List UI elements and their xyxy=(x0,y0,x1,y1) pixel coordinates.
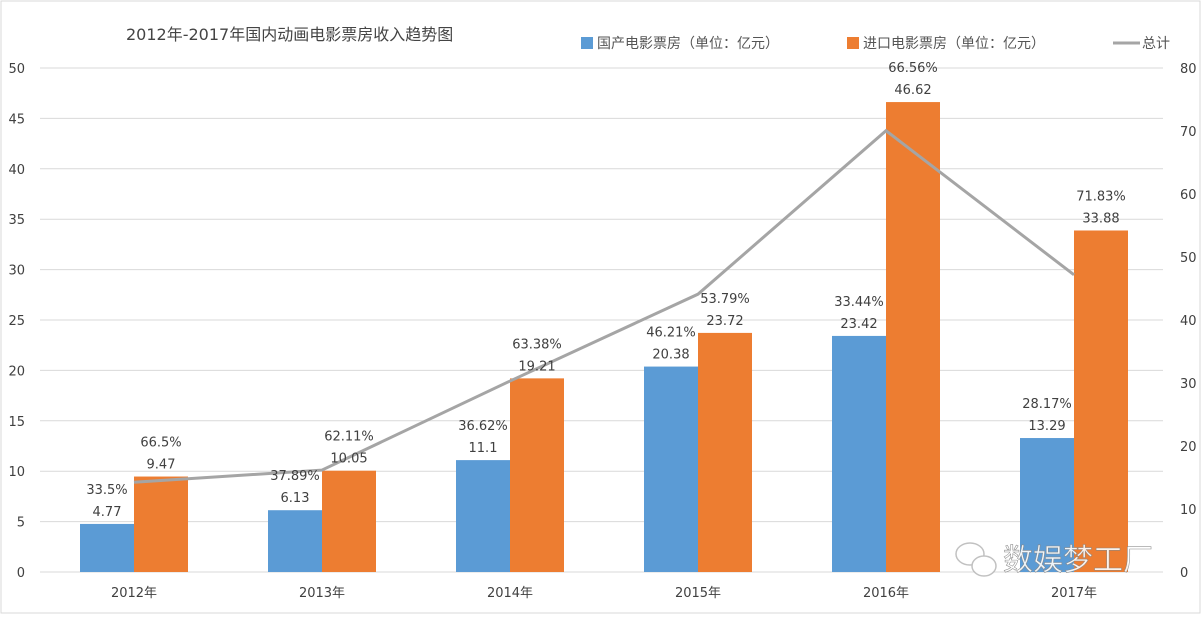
y-tick-label: 0 xyxy=(17,566,25,581)
x-tick-label: 2014年 xyxy=(487,586,533,601)
y2-tick-label: 10 xyxy=(1180,503,1197,518)
y-tick-label: 45 xyxy=(8,112,25,127)
bar-domestic-4 xyxy=(832,335,886,572)
y2-tick-label: 20 xyxy=(1180,440,1197,455)
data-label-value: 46.62 xyxy=(894,83,931,98)
bar-domestic-2 xyxy=(456,460,510,572)
bar-imported-0 xyxy=(134,476,188,572)
data-label-value: 11.1 xyxy=(469,441,498,456)
y2-tick-label: 30 xyxy=(1180,377,1197,392)
x-tick-label: 2016年 xyxy=(863,586,909,601)
y-tick-label: 50 xyxy=(8,62,25,77)
bar-domestic-3 xyxy=(644,366,698,572)
data-label-value: 9.47 xyxy=(147,458,176,473)
y2-tick-label: 60 xyxy=(1180,188,1197,203)
y-tick-label: 10 xyxy=(8,465,25,480)
data-label-value: 20.38 xyxy=(652,348,689,363)
bar-imported-3 xyxy=(698,332,752,572)
data-label-value: 23.42 xyxy=(840,317,877,332)
data-label-value: 23.72 xyxy=(706,314,743,329)
bar-imported-2 xyxy=(510,378,564,572)
data-label-value: 6.13 xyxy=(281,491,310,506)
data-label-percent: 66.56% xyxy=(888,61,938,76)
y-tick-label: 5 xyxy=(17,516,25,531)
bar-domestic-0 xyxy=(80,523,134,572)
data-label-percent: 36.62% xyxy=(458,419,508,434)
data-label-value: 33.88 xyxy=(1082,211,1119,226)
wechat-icon xyxy=(955,542,997,577)
y-tick-label: 35 xyxy=(8,213,25,228)
bar-domestic-5 xyxy=(1020,438,1074,572)
data-label-value: 19.21 xyxy=(518,359,555,374)
legend-label-domestic: 国产电影票房（单位：亿元） xyxy=(597,36,779,52)
data-label-percent: 33.5% xyxy=(86,483,127,498)
total-line xyxy=(133,128,1075,484)
watermark: 数娱梦工厂 xyxy=(955,542,1153,578)
x-tick-label: 2013年 xyxy=(299,586,345,601)
x-tick-label: 2015年 xyxy=(675,586,721,601)
x-tick-label: 2017年 xyxy=(1051,586,1097,601)
data-label-value: 13.29 xyxy=(1028,419,1065,434)
chart-title: 2012年-2017年国内动画电影票房收入趋势图 xyxy=(126,25,453,44)
y2-tick-label: 80 xyxy=(1180,62,1197,77)
bar-imported-4 xyxy=(886,102,940,572)
legend: 国产电影票房（单位：亿元） 进口电影票房（单位：亿元） 总计 xyxy=(581,36,1170,52)
watermark-text: 数娱梦工厂 xyxy=(1003,543,1153,578)
data-label-percent: 53.79% xyxy=(700,292,750,307)
data-label-percent: 28.17% xyxy=(1022,397,1072,412)
y-tick-label: 20 xyxy=(8,364,25,379)
y-tick-label: 15 xyxy=(8,415,25,430)
legend-swatch-imported xyxy=(847,37,859,49)
legend-swatch-domestic xyxy=(581,37,593,49)
data-label-percent: 33.44% xyxy=(834,295,884,310)
y-tick-label: 30 xyxy=(8,264,25,279)
bar-imported-5 xyxy=(1074,230,1128,572)
bar-domestic-1 xyxy=(268,510,322,572)
y-tick-label: 25 xyxy=(8,314,25,329)
data-label-percent: 71.83% xyxy=(1076,189,1126,204)
data-label-percent: 37.89% xyxy=(270,469,320,484)
legend-label-total: 总计 xyxy=(1142,36,1170,52)
y2-tick-label: 0 xyxy=(1180,566,1188,581)
y-tick-label: 40 xyxy=(8,163,25,178)
y2-tick-label: 40 xyxy=(1180,314,1197,329)
bar-imported-1 xyxy=(322,470,376,572)
x-tick-label: 2012年 xyxy=(111,586,157,601)
data-label-percent: 66.5% xyxy=(140,436,181,451)
data-label-value: 4.77 xyxy=(93,505,122,520)
y2-tick-label: 50 xyxy=(1180,251,1197,266)
data-label-percent: 62.11% xyxy=(324,430,374,445)
legend-label-imported: 进口电影票房（单位：亿元） xyxy=(863,36,1045,52)
data-label-value: 10.05 xyxy=(330,452,367,467)
data-label-percent: 63.38% xyxy=(512,337,562,352)
data-label-percent: 46.21% xyxy=(646,326,696,341)
y2-tick-label: 70 xyxy=(1180,125,1197,140)
